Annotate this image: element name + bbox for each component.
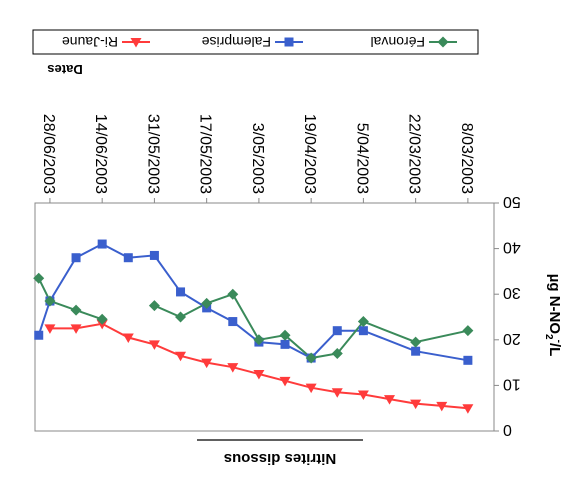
falemprise-point [97, 239, 107, 249]
date-tick-label: 8/03/2003 [458, 123, 475, 194]
ri-jaune-point [357, 390, 369, 401]
legend-label: Féronval [371, 34, 425, 50]
dates-axis-title: Dates [47, 62, 82, 77]
falemprise-point [34, 330, 44, 340]
legend-marker [284, 37, 294, 47]
falemprise-point [463, 355, 473, 365]
falemprise-point [228, 317, 238, 327]
plot-area [34, 202, 495, 432]
legend-label: Falemprise [202, 34, 271, 50]
value-axis-title: µg N-NO2-/L [543, 274, 564, 357]
f-ronval-point [357, 316, 369, 328]
falemprise-point [149, 250, 159, 260]
f-ronval-point [201, 297, 213, 309]
falemprise-point [411, 346, 421, 356]
ri-jaune-point [305, 383, 317, 394]
f-ronval-point [70, 304, 82, 316]
ri-jaune-point [44, 324, 56, 334]
date-tick-label: 3/05/2003 [249, 123, 266, 194]
ri-jaune-point [331, 388, 343, 398]
value-tick-label: 10 [503, 375, 521, 392]
falemprise-point [71, 253, 81, 263]
ri-jaune-point [436, 401, 448, 412]
value-tick-label: 30 [503, 284, 521, 301]
series-markers [33, 239, 474, 414]
value-tick-label: 50 [503, 193, 521, 210]
falemprise-point [280, 339, 290, 349]
falemprise-line [37, 242, 469, 362]
plot-frame [34, 202, 495, 432]
ri-jaune-point [201, 358, 213, 369]
ri-jaune-point [148, 340, 160, 350]
f-ronval-point [33, 272, 45, 284]
legend: Féronval Falemprise Ri-Jaune [32, 29, 479, 55]
ri-jaune-point [410, 399, 422, 410]
falemprise-point [332, 326, 342, 336]
legend-items: Féronval Falemprise Ri-Jaune [62, 34, 457, 50]
f-ronval-point [305, 352, 317, 364]
ri-jaune-point [122, 333, 134, 344]
ri-jaune-point [70, 324, 82, 334]
ri-jaune-point [175, 351, 187, 362]
legend-marker [130, 38, 142, 48]
date-tick-label: 17/05/2003 [197, 114, 214, 194]
f-ronval-point [462, 325, 474, 337]
f-ronval-point [410, 336, 422, 348]
date-tick-label: 14/06/2003 [92, 114, 109, 194]
value-axis-ticks: 0 10 20 30 40 50 [494, 193, 521, 438]
chart-caption: Nitrites dissous [224, 450, 337, 467]
falemprise-point [123, 253, 133, 263]
ri-jaune-point [253, 370, 265, 380]
date-axis-ticks: 8/03/2003 22/03/2003 5/04/2003 19/04/2003 3/… [40, 114, 475, 203]
date-tick-label: 28/06/2003 [40, 114, 57, 194]
value-tick-label: 20 [503, 330, 521, 347]
ri-jaune-point [384, 395, 396, 405]
date-tick-label: 22/03/2003 [406, 114, 423, 194]
f-ronval-point [253, 334, 265, 346]
date-tick-label: 19/04/2003 [301, 114, 318, 194]
f-ronval-point [44, 295, 56, 307]
f-ronval-point [279, 329, 291, 341]
f-ronval-point [175, 311, 187, 323]
f-ronval-line [37, 277, 103, 321]
date-tick-label: 31/05/2003 [144, 114, 161, 194]
ri-jaune-point [279, 376, 291, 387]
value-tick-label: 0 [503, 421, 512, 438]
date-tick-label: 5/04/2003 [353, 123, 370, 194]
f-ronval-point [227, 288, 239, 300]
falemprise-point [358, 326, 368, 336]
ri-jaune-point [227, 363, 239, 373]
legend-label: Ri-Jaune [62, 34, 118, 50]
value-tick-label: 40 [503, 239, 521, 256]
legend-box [32, 29, 479, 55]
legend-marker [437, 36, 449, 48]
f-ronval-point [96, 313, 108, 325]
f-ronval-point [148, 300, 160, 312]
falemprise-point [176, 287, 186, 297]
ri-jaune-point [462, 404, 474, 414]
